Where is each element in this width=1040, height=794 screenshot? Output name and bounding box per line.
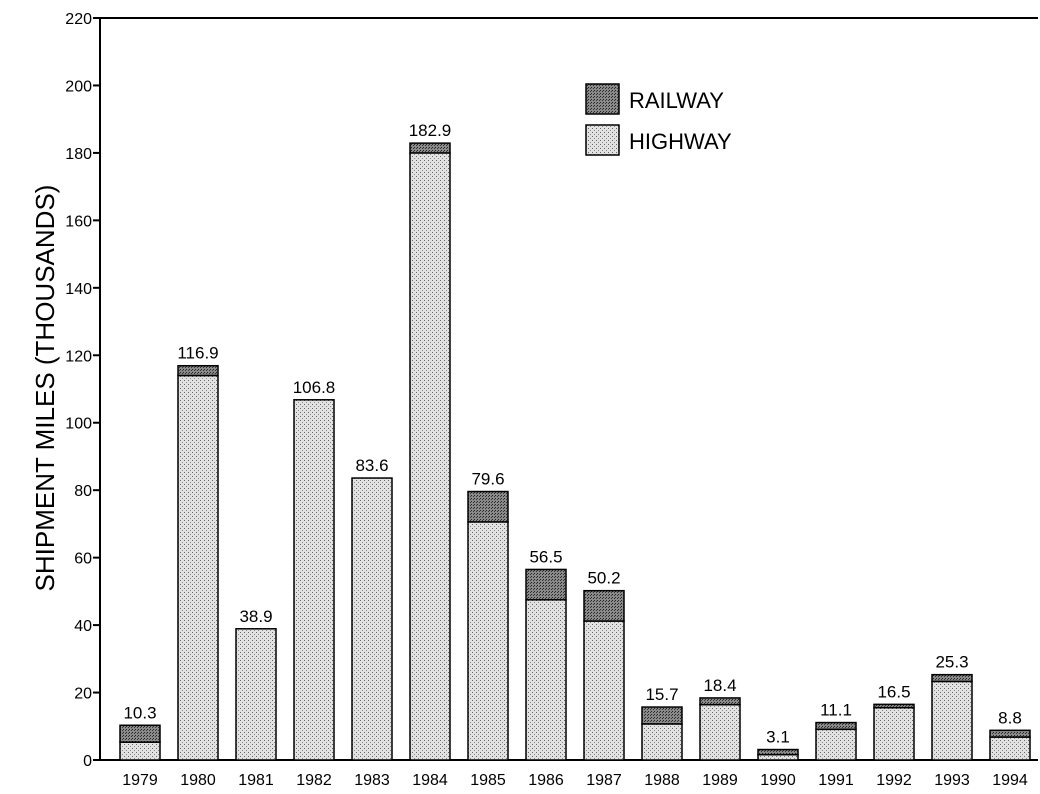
data-label: 56.5 — [529, 547, 562, 566]
data-label: 50.2 — [587, 569, 620, 588]
legend-label-highway: HIGHWAY — [629, 129, 732, 154]
bars-layer — [119, 142, 1031, 761]
bar-highway — [235, 628, 277, 761]
data-label: 25.3 — [935, 653, 968, 672]
bar-highway — [757, 753, 799, 761]
data-label: 15.7 — [645, 685, 678, 704]
data-label: 38.9 — [239, 607, 272, 626]
x-tick-label: 1986 — [528, 772, 564, 789]
y-tick-label: 0 — [83, 753, 92, 770]
bar-highway — [641, 723, 683, 761]
bar-highway — [467, 521, 509, 761]
bar-railway — [699, 697, 741, 706]
bar-highway — [525, 599, 567, 761]
x-tick-label: 1994 — [992, 772, 1028, 789]
bar-railway — [931, 673, 973, 683]
data-label: 116.9 — [177, 344, 218, 363]
y-tick-label: 200 — [65, 78, 92, 95]
data-label: 83.6 — [355, 456, 388, 475]
data-label: 8.8 — [998, 708, 1022, 727]
x-tick-label: 1983 — [354, 772, 390, 789]
y-axis-title: SHIPMENT MILES (THOUSANDS) — [30, 185, 60, 592]
x-tick-label: 1984 — [412, 772, 448, 789]
bar-railway — [525, 568, 567, 601]
data-label: 18.4 — [703, 676, 736, 695]
bar-railway — [409, 142, 451, 154]
bar-highway — [351, 477, 393, 761]
y-tick-label: 120 — [65, 348, 92, 365]
bar-railway — [989, 729, 1031, 738]
bar-highway — [873, 706, 915, 761]
bar-railway — [467, 490, 509, 523]
legend-swatch-highway — [585, 124, 620, 156]
x-tick-label: 1979 — [122, 772, 158, 789]
bar-highway — [409, 152, 451, 761]
bar-highway — [815, 728, 857, 761]
bar-railway — [119, 724, 161, 743]
data-label: 106.8 — [293, 378, 336, 397]
legend-swatch-railway — [585, 83, 620, 115]
x-tick-label: 1990 — [760, 772, 796, 789]
x-tick-label: 1987 — [586, 772, 622, 789]
bar-highway — [699, 703, 741, 761]
labels-layer: 10.3 1979 116.9 1980 38.9 1981 106.8 1982 83.6 19… — [122, 121, 1028, 789]
bar-railway — [757, 748, 799, 756]
data-label: 16.5 — [877, 682, 910, 701]
x-tick-label: 1989 — [702, 772, 738, 789]
y-tick-label: 100 — [65, 416, 92, 433]
x-tick-label: 1988 — [644, 772, 680, 789]
data-label: 11.1 — [820, 701, 852, 720]
y-tick-label: 180 — [65, 146, 92, 163]
bar-railway — [177, 364, 219, 377]
legend-label-railway: RAILWAY — [629, 88, 724, 113]
x-tick-label: 1991 — [818, 772, 854, 789]
y-tick-label: 40 — [74, 618, 92, 635]
x-tick-label: 1982 — [296, 772, 332, 789]
x-tick-label: 1985 — [470, 772, 506, 789]
data-label: 79.6 — [471, 470, 504, 489]
x-tick-label: 1993 — [934, 772, 970, 789]
bar-highway — [583, 620, 625, 761]
y-tick-label: 220 — [65, 11, 92, 28]
y-tick-label: 160 — [65, 213, 92, 230]
y-tick-label: 80 — [74, 483, 92, 500]
bar-railway — [815, 721, 857, 731]
bar-highway — [293, 399, 335, 761]
bar-railway — [641, 706, 683, 725]
data-label: 182.9 — [409, 121, 452, 140]
bar-railway — [873, 703, 915, 709]
bar-highway — [931, 680, 973, 761]
legend: RAILWAY HIGHWAY — [585, 83, 732, 156]
bar-highway — [177, 374, 219, 761]
y-tick-label: 60 — [74, 551, 92, 568]
y-tick-label: 140 — [65, 281, 92, 298]
x-tick-label: 1981 — [238, 772, 274, 789]
y-tick-label: 20 — [74, 686, 92, 703]
bar-railway — [583, 589, 625, 622]
data-label: 10.3 — [123, 703, 156, 722]
bar-highway — [119, 741, 161, 761]
bar-highway — [989, 736, 1031, 761]
x-tick-label: 1980 — [180, 772, 216, 789]
data-label: 3.1 — [766, 728, 790, 747]
x-tick-label: 1992 — [876, 772, 912, 789]
